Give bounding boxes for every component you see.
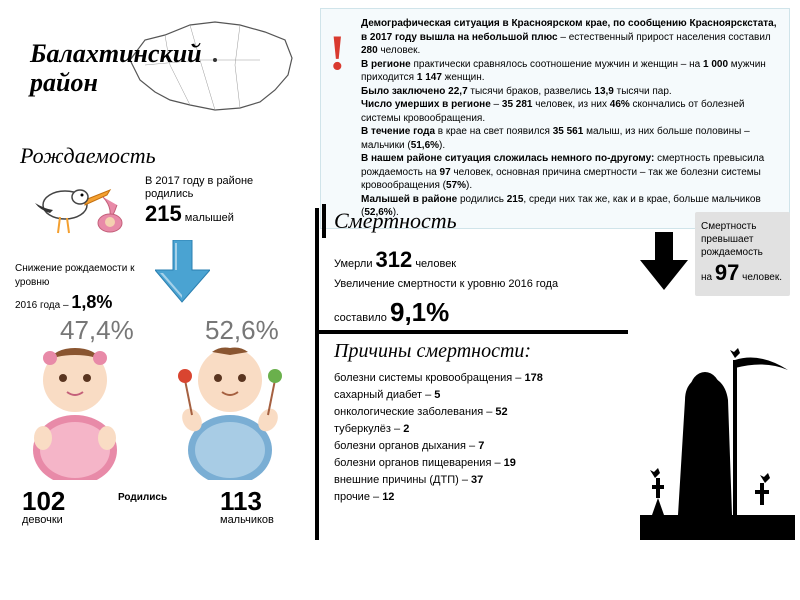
death-stats: Умерли 312 человек Увеличение смертности… [334, 243, 614, 332]
birth-decline-text: Снижение рождаемости к уровню 2016 года … [15, 262, 165, 315]
exclamation-icon: ! [329, 19, 346, 87]
grim-reaper-icon [640, 340, 795, 540]
birth-year-text: В 2017 году в районе родились 215 малыше… [145, 175, 270, 228]
causes-header: Причины смертности: [334, 340, 531, 363]
birth-count: 215 [145, 201, 182, 226]
baby-boy-icon [170, 320, 290, 480]
alert-content: Демографическая ситуация в Красноярском … [361, 17, 779, 220]
district-title: Балахтинскийрайон [30, 40, 202, 97]
exceed-summary-box: Смертность превышает рождаемость на 97 ч… [695, 212, 790, 296]
born-label: Родились [118, 492, 167, 503]
divider-vertical [315, 208, 319, 540]
boy-count: 113 мальчиков [220, 488, 274, 526]
causes-list: болезни системы кровообращения – 178саха… [334, 370, 543, 506]
birth-header: Рождаемость [20, 143, 156, 169]
death-header: Смертность [334, 208, 457, 234]
arrow-down-black-icon [640, 232, 688, 292]
stork-icon [25, 175, 135, 250]
baby-girl-icon [15, 320, 135, 480]
alert-summary-box: ! Демографическая ситуация в Красноярско… [320, 8, 790, 229]
girl-count: 102 девочки [22, 488, 65, 526]
